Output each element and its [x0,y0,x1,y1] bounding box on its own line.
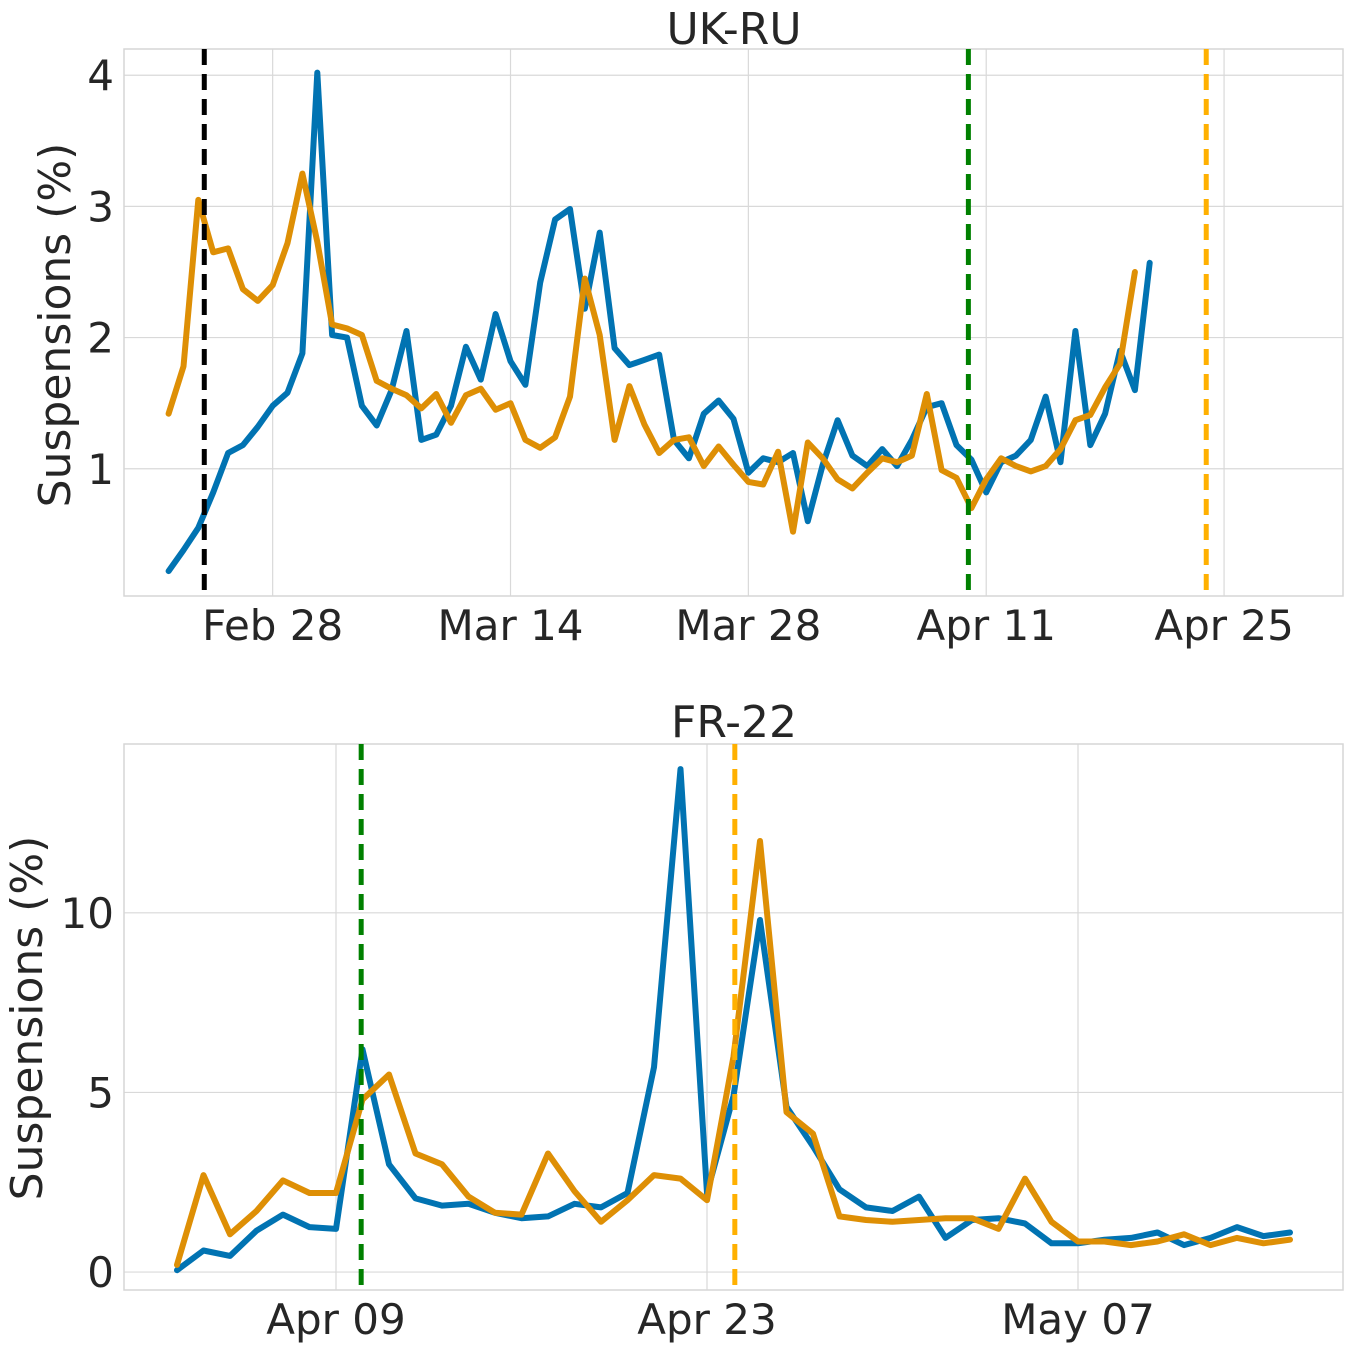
x-ticks: Feb 28 Mar 14 Mar 28 Apr 11 Apr 25 [202,601,1294,650]
event-lines [358,744,738,1290]
y-tick-label: 4 [87,51,114,100]
fr-22-panel: FR-22 Suspensions (%) 0 5 10 Apr 09 Apr 23 M… [2,697,1344,1344]
x-tick-label: Apr 09 [266,1295,405,1344]
x-tick-label: Apr 23 [637,1295,776,1344]
chart-title: UK-RU [666,4,801,55]
y-tick-label: 1 [87,445,114,494]
series-blue-line [165,69,1153,575]
x-tick-label: Apr 11 [916,601,1055,650]
y-tick-label: 5 [87,1068,114,1117]
uk-ru-panel: UK-RU Suspensions (%) 1 2 3 4 Feb 28 Mar 14 M… [30,4,1344,650]
x-tick-label: Mar 28 [675,601,821,650]
event-lines [201,49,1209,596]
y-ticks: 0 5 10 [61,889,114,1297]
y-tick-label: 3 [87,182,114,231]
y-tick-label: 2 [87,314,114,363]
x-tick-label: May 07 [1001,1295,1155,1344]
x-tick-label: Feb 28 [202,601,343,650]
y-axis-label: Suspensions (%) [2,836,53,1201]
series-group [165,69,1153,575]
chart-title: FR-22 [671,697,797,748]
y-tick-label: 0 [87,1248,114,1297]
y-tick-label: 10 [61,889,114,938]
y-axis-label: Suspensions (%) [30,143,81,508]
series-orange-line [165,170,1138,535]
x-tick-label: Mar 14 [437,601,583,650]
plot-frame [123,48,1344,597]
y-ticks: 1 2 3 4 [87,51,114,494]
x-tick-label: Apr 25 [1154,601,1293,650]
x-ticks: Apr 09 Apr 23 May 07 [266,1295,1155,1344]
